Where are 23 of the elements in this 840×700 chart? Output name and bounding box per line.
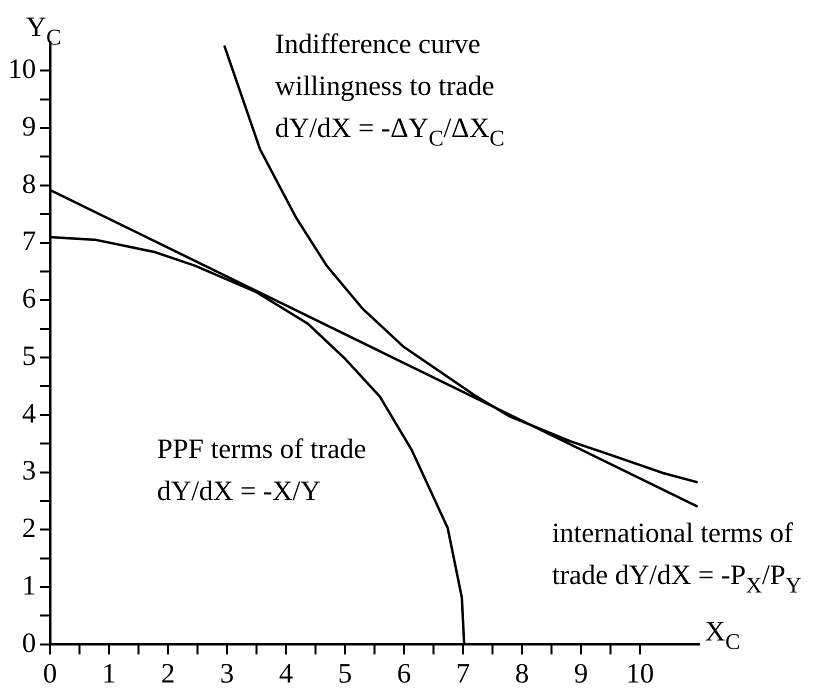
x-tick-label: 7 (456, 658, 470, 690)
y-tick-label: 10 (8, 54, 36, 86)
x-tick-label: 2 (161, 658, 175, 690)
y-tick-label: 5 (22, 340, 36, 372)
y-tick-label: 3 (22, 456, 36, 487)
y-tick-label: 0 (22, 628, 36, 659)
x-tick-label: 6 (397, 658, 411, 690)
annotation: PPF terms of trade dY/dX = -X/Y (157, 434, 366, 507)
y-tick-label: 9 (22, 111, 36, 142)
x-tick-label: 1 (102, 658, 116, 690)
y-tick-label: 2 (22, 513, 36, 544)
y-tick-label: 4 (22, 398, 36, 430)
x-tick-label: 5 (338, 658, 352, 690)
x-tick-label: 3 (220, 658, 234, 690)
x-tick-label: 0 (43, 658, 57, 690)
y-tick-label: 1 (22, 570, 36, 602)
x-tick-label: 8 (515, 658, 529, 690)
x-tick-label: 9 (574, 658, 588, 690)
y-tick-label: 7 (22, 226, 36, 258)
x-tick-label: 10 (626, 658, 654, 690)
y-tick-label: 8 (22, 168, 36, 200)
x-tick-label: 4 (279, 658, 293, 690)
y-tick-label: 6 (22, 284, 36, 315)
